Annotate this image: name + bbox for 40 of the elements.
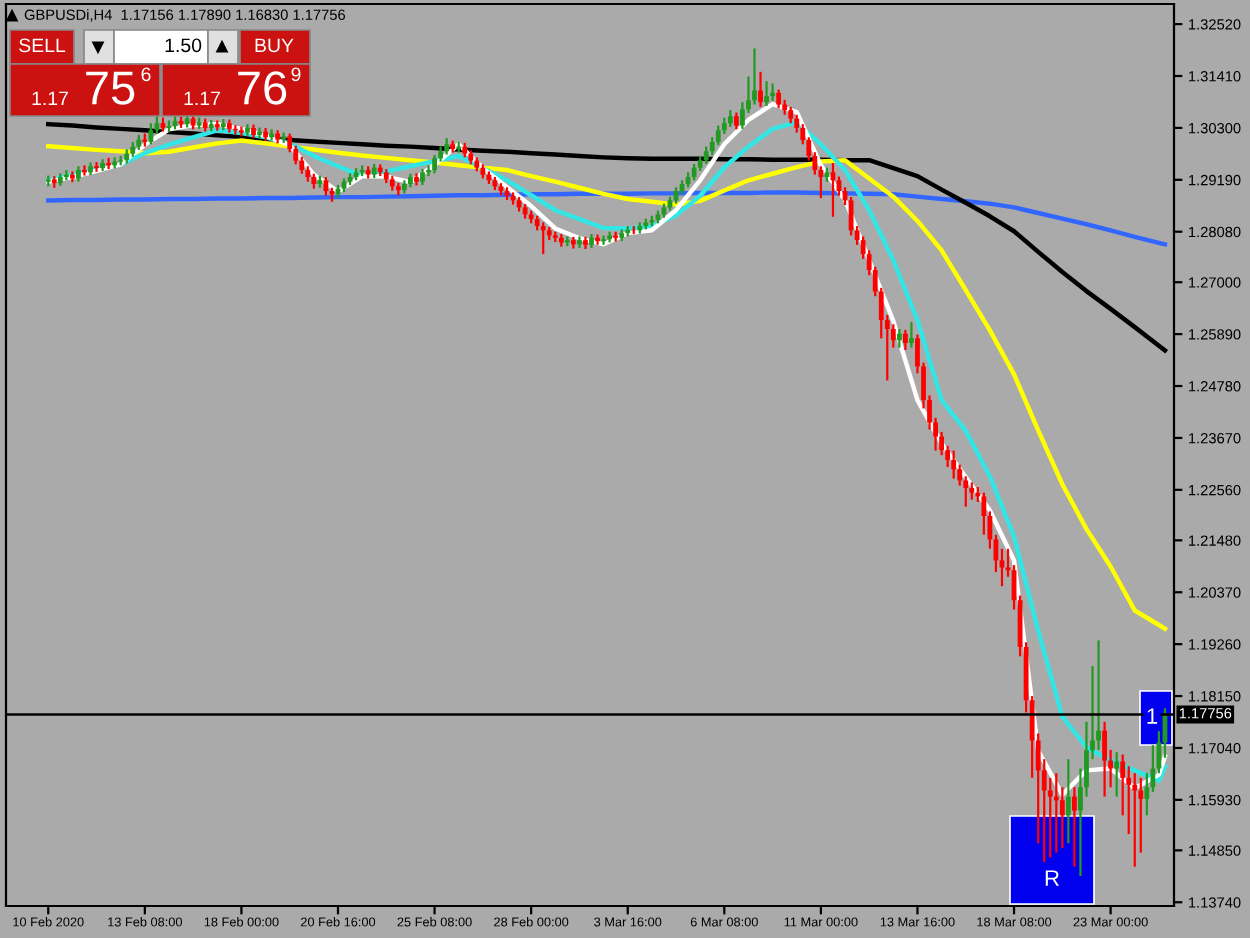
candlestick <box>570 235 576 250</box>
candlestick <box>432 153 437 175</box>
line-series <box>46 190 1168 247</box>
annotation: SELL <box>19 38 66 53</box>
candlestick <box>82 164 87 177</box>
candlestick <box>758 70 763 108</box>
candlestick <box>951 449 957 480</box>
annotation: 1 <box>1147 708 1158 724</box>
annotation: 1.50 <box>165 38 202 53</box>
candlestick <box>1132 772 1138 868</box>
annotation: 76 <box>238 71 287 105</box>
candlestick <box>1114 751 1120 798</box>
candlestick <box>764 80 769 108</box>
candlestick <box>1096 639 1101 751</box>
candlestick <box>601 234 606 246</box>
annotation: R <box>1045 870 1059 886</box>
annotation: 9 <box>291 67 301 82</box>
candlestick <box>577 235 582 250</box>
candlestick <box>715 124 721 147</box>
candlestick <box>148 122 154 146</box>
line-series <box>46 121 1168 353</box>
annotation: 75 <box>86 71 135 105</box>
candlestick <box>540 221 546 256</box>
annotation: 1.17 <box>184 91 220 106</box>
candlestick <box>770 82 776 102</box>
candlestick <box>902 328 908 352</box>
line-series <box>46 138 1168 631</box>
annotation: BUY <box>255 38 294 53</box>
annotation: 6 <box>141 67 151 82</box>
annotation: 1.17 <box>32 91 68 106</box>
candlestick <box>776 88 782 110</box>
candlestick <box>752 47 757 106</box>
candlestick <box>896 327 902 349</box>
candlestick <box>94 160 99 173</box>
candlestick <box>595 233 600 246</box>
candlestick <box>1071 786 1077 868</box>
candlestick <box>257 126 262 140</box>
candlestick <box>1102 720 1107 798</box>
candlestick <box>909 320 914 349</box>
candlestick <box>1065 758 1071 845</box>
